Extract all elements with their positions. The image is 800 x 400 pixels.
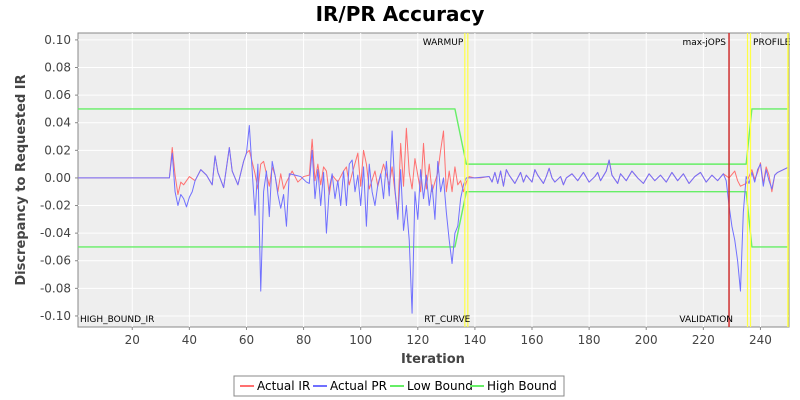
y-tick-label: -0.08: [40, 281, 71, 295]
x-tick-label: 120: [406, 333, 429, 347]
legend-label-low-bound: Low Bound: [407, 379, 473, 393]
y-tick-label: 0.00: [44, 171, 71, 185]
y-tick-label: -0.10: [40, 309, 71, 323]
x-tick-label: 40: [182, 333, 197, 347]
legend-label-actual-ir: Actual IR: [257, 379, 310, 393]
data-series: [78, 124, 790, 314]
corner-label-high-bound-ir: HIGH_BOUND_IR: [80, 315, 154, 325]
y-tick-label: 0.06: [44, 88, 71, 102]
x-tick-label: 220: [692, 333, 715, 347]
x-tick-label: 80: [296, 333, 311, 347]
x-tick-label: 200: [635, 333, 658, 347]
legend-label-high-bound: High Bound: [487, 379, 557, 393]
x-tick-label: 240: [749, 333, 772, 347]
y-tick-label: 0.02: [44, 143, 71, 157]
marker-top-label: PROFILE: [753, 38, 791, 48]
y-tick-label: -0.02: [40, 199, 71, 213]
phase-markers: WARMUP RT_CURVE max-jOPS VALIDATION PROFILE: [423, 33, 791, 327]
y-tick-label: 0.10: [44, 33, 71, 47]
y-tick-label: -0.06: [40, 254, 71, 268]
plot-area: [77, 32, 790, 328]
x-tick-label: 60: [239, 333, 254, 347]
legend: Actual IR Actual PR Low Bound High Bound: [233, 375, 565, 397]
y-axis-label: Discrepancy to Requested IR: [14, 74, 29, 285]
y-tick-label: 0.08: [44, 61, 71, 75]
y-tick-label: 0.04: [44, 116, 71, 130]
x-tick-label: 160: [521, 333, 544, 347]
x-axis-label: Iteration: [401, 352, 465, 367]
x-axis-ticks: 20 40 60 80 100 120 140 160 180 200 220 240: [125, 327, 772, 347]
x-tick-label: 140: [463, 333, 486, 347]
actual-pr-line: [78, 124, 790, 314]
y-axis-ticks: 0.10 0.08 0.06 0.04 0.02 0.00 -0.02 -0.04 -0.06 -…: [40, 33, 78, 323]
legend-label-actual-pr: Actual PR: [330, 379, 387, 393]
low-bound-line: [78, 191, 789, 248]
x-tick-label: 180: [578, 333, 601, 347]
y-tick-label: -0.04: [40, 226, 71, 240]
marker-bottom-label: RT_CURVE: [424, 315, 470, 325]
bound-lines: [78, 108, 789, 248]
marker-top-label: max-jOPS: [682, 38, 726, 48]
marker-top-label: WARMUP: [423, 38, 464, 48]
x-tick-label: 100: [349, 333, 372, 347]
x-tick-label: 20: [125, 333, 140, 347]
chart-title: IR/PR Accuracy: [316, 2, 485, 26]
marker-bottom-label: VALIDATION: [679, 315, 733, 325]
high-bound-line: [78, 108, 789, 165]
